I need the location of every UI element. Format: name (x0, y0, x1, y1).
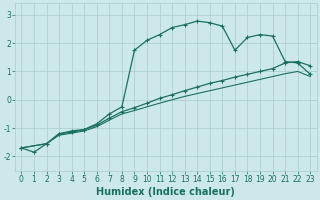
X-axis label: Humidex (Indice chaleur): Humidex (Indice chaleur) (96, 187, 235, 197)
